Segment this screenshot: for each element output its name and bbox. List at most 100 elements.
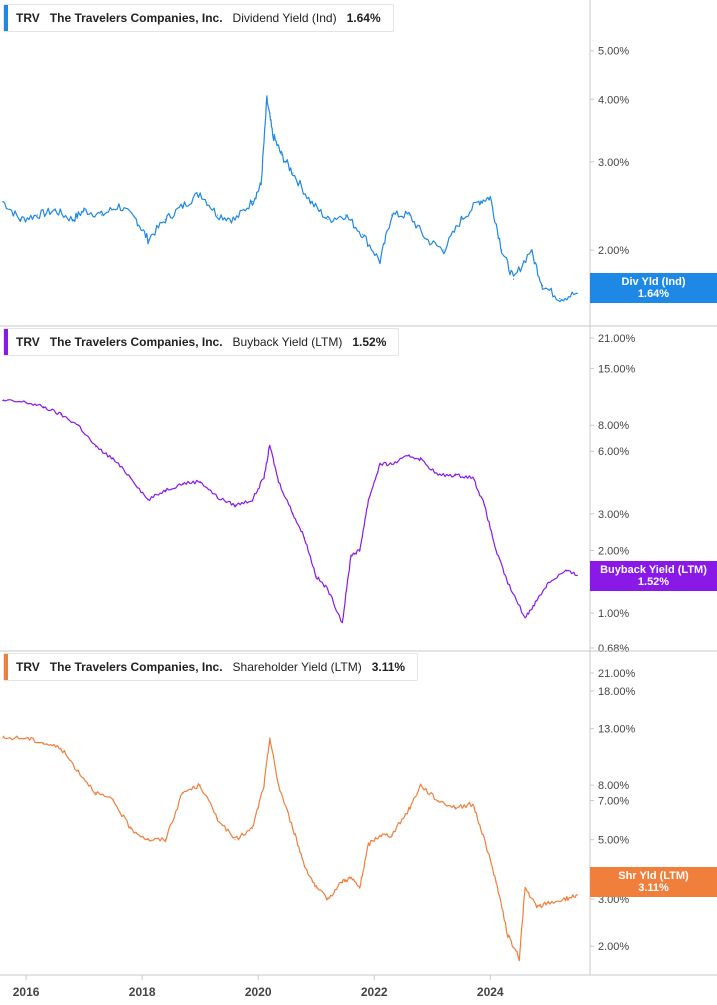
data-point [199, 784, 201, 786]
data-point [182, 791, 184, 794]
data-point [54, 209, 56, 211]
y-tick-label: 2.00% [598, 245, 629, 257]
company-name: The Travelers Companies, Inc. [49, 660, 223, 674]
data-point [420, 784, 422, 786]
ticker-label: TRV [16, 335, 40, 349]
data-point [379, 260, 381, 262]
data-point [216, 817, 219, 820]
badge-label: Shr Yld (LTM) [618, 870, 689, 882]
data-point [280, 154, 282, 156]
data-point [541, 284, 544, 286]
data-point [112, 458, 114, 460]
x-tick-label: 2024 [477, 985, 504, 999]
data-point [454, 474, 457, 476]
data-point [182, 482, 184, 485]
data-point [495, 549, 497, 552]
y-tick-label: 6.00% [598, 446, 629, 458]
data-point [100, 214, 103, 216]
data-point [263, 784, 265, 786]
data-point [269, 444, 271, 446]
data-point [164, 489, 166, 491]
y-tick-label: 3.00% [598, 157, 629, 169]
metric-value: 1.64% [346, 11, 381, 25]
y-tick-label: 21.00% [598, 668, 636, 680]
data-point [182, 205, 184, 207]
series-line-shr-yld-ltm- [2, 735, 578, 962]
series-accent-bar [4, 329, 8, 355]
data-point [530, 249, 532, 251]
panel-header-buyback-yield: TRV The Travelers Companies, Inc. Buybac… [3, 328, 400, 356]
data-point [277, 784, 280, 786]
badge-label: Div Yld (Ind) [621, 276, 686, 288]
data-point [234, 839, 236, 841]
data-point [25, 401, 27, 403]
data-point [362, 233, 364, 235]
data-point [507, 934, 509, 936]
series-accent-bar [4, 654, 8, 680]
data-point [367, 843, 370, 846]
data-point [309, 200, 312, 203]
series-accent-bar [4, 5, 8, 31]
series-line-buyback-yield-ltm- [2, 399, 578, 624]
data-point [559, 297, 561, 300]
data-point [269, 737, 271, 739]
badge-value: 1.52% [637, 576, 670, 588]
data-point [135, 219, 137, 221]
data-point [391, 834, 393, 836]
data-point [576, 894, 578, 896]
y-tick-label: 2.00% [598, 546, 629, 558]
last-value-badge-dividend: Div Yld (Ind) 1.64% [590, 273, 717, 303]
data-point [292, 172, 294, 174]
data-point [420, 458, 422, 460]
data-point [524, 887, 526, 889]
data-point [292, 828, 294, 830]
x-tick-label: 2018 [129, 985, 156, 999]
data-point [327, 588, 329, 591]
data-point [565, 570, 567, 572]
panel-header-dividend-yield: TRV The Travelers Companies, Inc. Divide… [3, 4, 394, 32]
data-point [95, 446, 97, 448]
data-point [42, 742, 45, 744]
data-point [408, 808, 410, 810]
data-point [304, 537, 306, 539]
data-point [272, 134, 274, 136]
data-point [251, 828, 253, 830]
data-point [2, 400, 4, 402]
data-point [425, 238, 428, 241]
data-point [344, 214, 346, 216]
ticker-label: TRV [16, 11, 40, 25]
data-point [437, 474, 439, 476]
data-point [518, 957, 520, 959]
data-point [263, 476, 265, 478]
data-point [391, 214, 393, 216]
metric-name: Dividend Yield (Ind) [232, 11, 337, 25]
metric-value: 3.11% [371, 660, 406, 674]
data-point [443, 249, 445, 251]
y-tick-label: 2.00% [598, 941, 629, 953]
y-tick-label: 18.00% [598, 686, 636, 698]
data-point [565, 898, 567, 900]
y-tick-label: 5.00% [598, 835, 629, 847]
data-point [547, 902, 549, 904]
data-point [60, 747, 62, 749]
company-name: The Travelers Companies, Inc. [49, 11, 223, 25]
data-point [199, 192, 201, 194]
panel-header-shareholder-yield: TRV The Travelers Companies, Inc. Shareh… [3, 653, 419, 681]
data-point [251, 499, 253, 501]
data-point [437, 800, 439, 802]
y-tick-label: 4.00% [598, 94, 629, 106]
data-point [350, 554, 352, 556]
data-point [147, 499, 149, 501]
data-point [129, 476, 132, 478]
badge-value: 3.11% [638, 882, 669, 894]
data-point [19, 219, 21, 221]
data-point [304, 865, 306, 867]
data-point [77, 424, 79, 426]
y-tick-label: 3.00% [598, 894, 629, 906]
data-point [341, 880, 343, 882]
data-point [164, 219, 166, 221]
last-value-badge-shareholder: Shr Yld (LTM) 3.11% [590, 867, 717, 897]
data-point [315, 887, 317, 889]
data-point [547, 582, 549, 584]
data-point [216, 214, 219, 216]
